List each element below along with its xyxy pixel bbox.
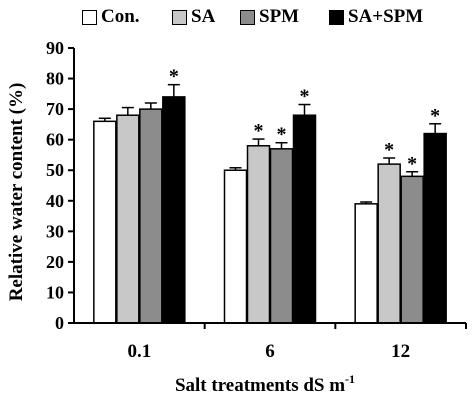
legend: Con. SA SPM SA+SPM: [0, 0, 474, 34]
x-axis-label: Salt treatments dS m-1: [175, 372, 355, 396]
bar: [400, 175, 424, 324]
bars-layer: * * * * * * *: [93, 66, 447, 324]
bar: [93, 120, 117, 324]
legend-label-control: Con.: [101, 6, 140, 27]
x-tick-label: 0.1: [127, 341, 151, 362]
y-tick-label: 50: [46, 160, 64, 180]
x-tick-label: 12: [391, 341, 410, 362]
bar: [223, 169, 248, 324]
x-axis-ticks: 0.1 6 12: [127, 323, 467, 362]
legend-item-sa-spm: SA+SPM: [329, 4, 423, 30]
significance-marker: *: [277, 124, 287, 146]
legend-item-sa: SA: [172, 4, 215, 30]
bar: [269, 148, 294, 324]
y-tick-label: 0: [55, 313, 64, 333]
significance-marker: *: [430, 105, 440, 127]
significance-marker: *: [407, 153, 417, 175]
bar: [377, 163, 401, 324]
y-axis-label: Relative water content (%): [6, 83, 27, 302]
bar: [162, 96, 186, 324]
y-tick-label: 30: [46, 221, 64, 241]
y-tick-label: 40: [46, 191, 64, 211]
significance-marker: *: [384, 139, 394, 161]
x-tick-label: 6: [265, 341, 275, 362]
y-tick-label: 10: [46, 282, 64, 302]
bar: [139, 108, 163, 324]
y-tick-label: 60: [46, 130, 64, 150]
bar: [354, 203, 378, 324]
legend-swatch-spm: [240, 9, 255, 25]
legend-swatch-sa: [172, 9, 187, 25]
legend-label-spm: SPM: [259, 6, 300, 27]
y-tick-label: 80: [46, 69, 64, 89]
legend-swatch-sa-spm: [329, 9, 344, 25]
legend-item-spm: SPM: [240, 4, 299, 30]
legend-label-sa-spm: SA+SPM: [348, 6, 424, 27]
significance-marker: *: [254, 120, 264, 142]
x-axis-label-superscript: -1: [345, 372, 355, 386]
y-tick-label: 70: [46, 99, 64, 119]
y-axis-ticks: 0 10 20 30 40 50 60 70 80 90: [46, 38, 74, 333]
legend-swatch-control: [82, 9, 97, 25]
y-tick-label: 90: [46, 38, 64, 58]
significance-marker: *: [169, 66, 179, 88]
bar: [292, 114, 317, 324]
y-tick-label: 20: [46, 252, 64, 272]
x-axis-label-text: Salt treatments dS m: [175, 375, 345, 396]
legend-item-control: Con.: [82, 4, 140, 30]
significance-marker: *: [300, 86, 310, 108]
bar: [423, 132, 447, 324]
legend-label-sa: SA: [191, 6, 216, 27]
bar: [116, 114, 140, 324]
bar: [246, 145, 271, 324]
